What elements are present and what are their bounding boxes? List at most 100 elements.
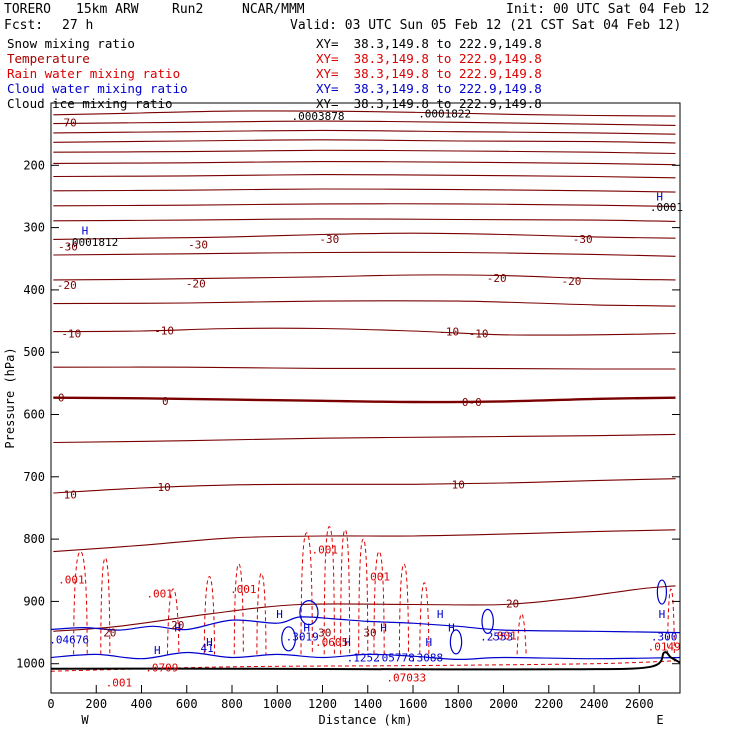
y-tick-label-4: 600: [23, 408, 45, 422]
temperature-label-8: -20: [561, 275, 581, 288]
x-tick-label-12: 2400: [580, 697, 609, 711]
temperature-label-19: 20: [506, 597, 519, 610]
temperature-label-6: -20: [186, 278, 206, 291]
temperature-label-11: -10: [439, 326, 459, 339]
y-tick-label-5: 700: [23, 470, 45, 484]
init-time: Init: 00 UTC Sat 04 Feb 12: [506, 2, 710, 17]
snow-ice-label-3: .0001: [650, 201, 683, 214]
temperature-label-10: -10: [154, 324, 174, 337]
terrain: [50, 651, 681, 671]
rain-label-6: .0709: [145, 661, 178, 674]
h-marker-7: H: [448, 622, 455, 635]
temperature-contour-18: [53, 478, 676, 494]
cloud-water-cell-2: [656, 579, 668, 605]
temperature-contour-16: [53, 396, 676, 404]
forecast-hour: 27 h: [62, 18, 94, 33]
rain-plume-3: [203, 575, 215, 655]
h-marker-12: H: [154, 644, 161, 657]
h-marker-9: H: [206, 636, 213, 649]
temperature-contour-11: [53, 251, 676, 257]
temperature-contour-8: [53, 203, 676, 207]
temperature-contour-12: [53, 274, 676, 281]
y-tick-label-1: 300: [23, 221, 45, 235]
model-name: TORERO: [4, 2, 51, 17]
east-label: E: [656, 713, 663, 727]
rain-plume-6: [300, 532, 313, 655]
temperature-label-1: -30: [58, 240, 78, 253]
temperature-contour-4: [53, 149, 676, 155]
temperature-label-22: 30: [318, 627, 331, 640]
temperature-contour-5: [53, 161, 676, 166]
cloud-water-label-2: .05778: [375, 651, 415, 664]
temperature-contour-14: [53, 327, 676, 336]
temperature-contour-9: [53, 218, 676, 222]
rain-label-5: .0605: [315, 636, 348, 649]
h-marker-6: H: [437, 608, 444, 621]
field-snow-name: Snow mixing ratio: [7, 36, 135, 51]
rain-plume-11: [398, 563, 409, 655]
temperature-contour-19: [53, 529, 676, 553]
h-marker-2: H: [174, 622, 181, 635]
temperature-label-20: 20: [103, 627, 116, 640]
x-tick-label-5: 1000: [263, 697, 292, 711]
rain-plume-8: [340, 529, 351, 655]
h-marker-5: H: [380, 622, 387, 635]
rain-label-10: .001: [106, 676, 133, 689]
cloud-water-bottom: [50, 651, 681, 661]
snow-ice-label-0: .0001812: [65, 236, 118, 249]
field-rain-name: Rain water mixing ratio: [7, 66, 181, 81]
temperature-label-16: 10: [64, 488, 77, 501]
rain-label-8: .001: [490, 630, 517, 643]
temperature-label-12: -10: [469, 328, 489, 341]
h-marker-1: H: [656, 190, 663, 203]
y-axis-title: Pressure (hPa): [3, 347, 17, 448]
cloud-water-label-7: .300: [651, 630, 678, 643]
temperature-label-4: -30: [573, 233, 593, 246]
temperature-contour-17: [53, 433, 676, 444]
rain-plume-1: [100, 557, 111, 655]
x-tick-label-8: 1600: [399, 697, 428, 711]
x-tick-label-2: 400: [131, 697, 153, 711]
contour-labels: -70 -30 -30 -30 -30 -20 -20 -20 -20 -10 -10 -10 -10 0…: [49, 108, 683, 690]
rain-label-3: .001: [312, 544, 339, 557]
rain-plume-13: [516, 613, 527, 655]
cloud-water-label-5: .04676: [49, 633, 89, 646]
field-temperature-name: Temperature: [7, 51, 90, 66]
terrain-line: [50, 651, 681, 671]
temperature-label-13: 0: [58, 392, 65, 405]
x-tick-label-7: 1400: [353, 697, 382, 711]
field-cloud-water-xy: XY= 38.3,149.8 to 222.9,149.8: [316, 81, 542, 96]
rain-plume-0: [73, 551, 88, 655]
y-tick-label-2: 400: [23, 283, 45, 297]
y-tick-label-8: 1000: [16, 657, 45, 671]
temperature-label-14: 0: [162, 395, 169, 408]
temperature-label-0: -70: [57, 116, 77, 129]
y-tick-label-0: 200: [23, 158, 45, 172]
temperature-label-2: -30: [188, 238, 208, 251]
temperature-contour-0: [53, 110, 676, 117]
field-temperature-xy: XY= 38.3,149.8 to 222.9,149.8: [316, 51, 542, 66]
snow-ice-label-2: .0001822: [418, 108, 471, 121]
temperature-label-7: -20: [487, 272, 507, 285]
temperature-label-23: 30: [363, 627, 376, 640]
x-tick-label-9: 1800: [444, 697, 473, 711]
field-cloud-water-name: Cloud water mixing ratio: [7, 81, 188, 96]
temperature-contour-3: [53, 139, 676, 144]
h-marker-0: H: [82, 225, 89, 238]
rain-label-2: .001: [230, 583, 257, 596]
field-rain-xy: XY= 38.3,149.8 to 222.9,149.8: [316, 66, 542, 81]
cloud-water-label-6: 41: [200, 642, 213, 655]
snow-ice-label-1: .0003878: [291, 110, 344, 123]
rain-plume-9: [358, 538, 369, 655]
x-tick-label-6: 1200: [308, 697, 337, 711]
x-tick-label-11: 2200: [534, 697, 563, 711]
x-tick-label-3: 600: [176, 697, 198, 711]
temperature-label-21: 20: [171, 619, 184, 632]
temperature-label-18: 10: [452, 478, 465, 491]
y-tick-label-6: 800: [23, 532, 45, 546]
temperature-contour-20: [53, 585, 676, 632]
h-marker-10: H: [344, 636, 351, 649]
h-marker-11: H: [426, 636, 433, 649]
